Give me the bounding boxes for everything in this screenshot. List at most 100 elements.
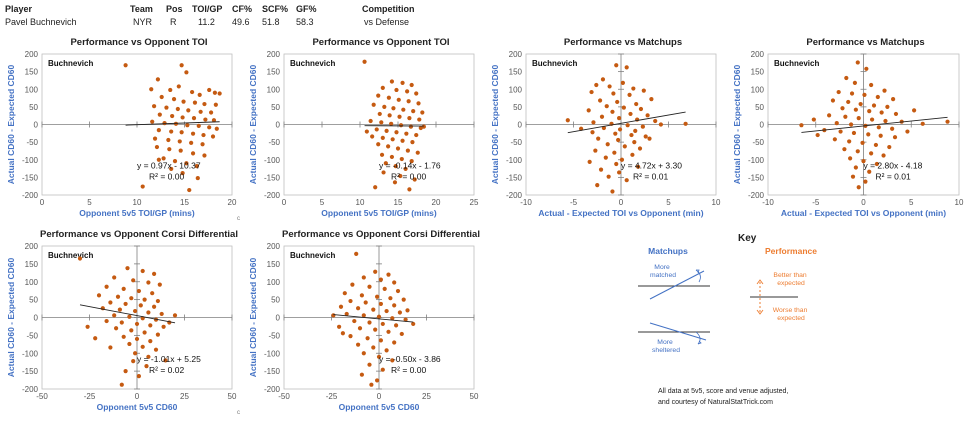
col-pos: Pos [166, 4, 183, 14]
data-point [168, 88, 172, 92]
data-point [166, 138, 170, 142]
data-point [213, 91, 217, 95]
key-worse-line2: expected [777, 315, 805, 322]
data-point [78, 256, 82, 260]
trend-r2: R² = 0.01 [876, 171, 911, 181]
data-point [218, 91, 222, 95]
data-point [891, 97, 895, 101]
data-point [405, 89, 409, 93]
data-point [143, 330, 147, 334]
x-tick-label: 25 [422, 392, 431, 401]
data-point [611, 91, 615, 95]
data-point [945, 120, 949, 124]
data-point [371, 308, 375, 312]
data-point [894, 112, 898, 116]
x-tick-label: 25 [470, 198, 479, 207]
data-point [625, 178, 629, 182]
data-point [406, 148, 410, 152]
data-point [120, 383, 124, 387]
data-point [613, 132, 617, 136]
y-tick-label: 100 [25, 85, 39, 94]
x-tick-label: 5 [320, 198, 325, 207]
data-point [97, 293, 101, 297]
data-point [129, 296, 133, 300]
key-more-matched: More matched [650, 264, 676, 279]
data-point [155, 145, 159, 149]
data-point [375, 127, 379, 131]
data-point [864, 67, 868, 71]
val-toi: 11.2 [198, 17, 215, 27]
y-tick-label: -50 [26, 331, 38, 340]
y-tick-label: 0 [34, 314, 39, 323]
data-point [399, 123, 403, 127]
data-point [146, 280, 150, 284]
data-point [840, 106, 844, 110]
y-tick-label: 100 [267, 278, 281, 287]
key-more-sheltered-line1: More [657, 339, 673, 346]
key-more-matched-line2: matched [650, 272, 676, 279]
data-point [152, 104, 156, 108]
data-point [392, 340, 396, 344]
data-point [381, 322, 385, 326]
data-point [887, 145, 891, 149]
data-point [857, 116, 861, 120]
chart-corsi-1: Performance vs Opponent Corsi Differenti… [0, 224, 242, 419]
trend-equation: y = -1.01x + 5.25 [137, 354, 201, 364]
data-point [853, 81, 857, 85]
x-tick-label: 0 [40, 198, 45, 207]
data-point [422, 125, 426, 129]
data-point [883, 119, 887, 123]
data-point [850, 91, 854, 95]
data-point [838, 129, 842, 133]
y-tick-label: -100 [264, 156, 281, 165]
x-tick-label: 50 [470, 392, 479, 401]
data-point [141, 184, 145, 188]
data-point [362, 275, 366, 279]
data-point [833, 137, 837, 141]
y-tick-label: -100 [506, 156, 523, 165]
data-point [614, 162, 618, 166]
stray-mark: c [237, 410, 240, 416]
key-performance-title: Performance [765, 246, 817, 256]
y-tick-label: 50 [29, 296, 38, 305]
data-point [186, 108, 190, 112]
data-point [601, 77, 605, 81]
data-point [214, 103, 218, 107]
key-better-line2: expected [777, 280, 805, 287]
y-tick-label: 0 [276, 314, 281, 323]
scatter-svg: Performance vs MatchupsBuchnevich-200-15… [726, 32, 969, 225]
data-point [614, 63, 618, 67]
data-point [331, 313, 335, 317]
y-axis-label: Actual CD60 - Expected CD60 [732, 64, 742, 184]
trend-equation: y = -0.14x - 1.76 [379, 161, 441, 171]
x-axis-label: Opponent 5v5 CD60 [97, 402, 178, 412]
player-label: Buchnevich [48, 59, 93, 68]
x-tick-label: 0 [377, 392, 382, 401]
data-point [411, 322, 415, 326]
data-point [414, 91, 418, 95]
trend-r2: R² = 0.00 [391, 171, 426, 181]
data-point [127, 342, 131, 346]
data-point [631, 86, 635, 90]
data-point [367, 320, 371, 324]
data-point [179, 148, 183, 152]
x-axis-label: Opponent 5v5 TOI/GP (mins) [79, 208, 195, 218]
data-point [367, 363, 371, 367]
data-point [86, 325, 90, 329]
key-better: Better than expected [773, 272, 808, 287]
data-point [185, 123, 189, 127]
data-point [211, 134, 215, 138]
data-point [594, 83, 598, 87]
data-point [381, 136, 385, 140]
data-point [386, 144, 390, 148]
data-point [348, 334, 352, 338]
col-toi: TOI/GP [192, 4, 222, 14]
y-tick-label: -100 [22, 349, 39, 358]
data-point [364, 300, 368, 304]
data-point [120, 320, 124, 324]
data-point [189, 141, 193, 145]
data-point [112, 275, 116, 279]
data-point [362, 60, 366, 64]
